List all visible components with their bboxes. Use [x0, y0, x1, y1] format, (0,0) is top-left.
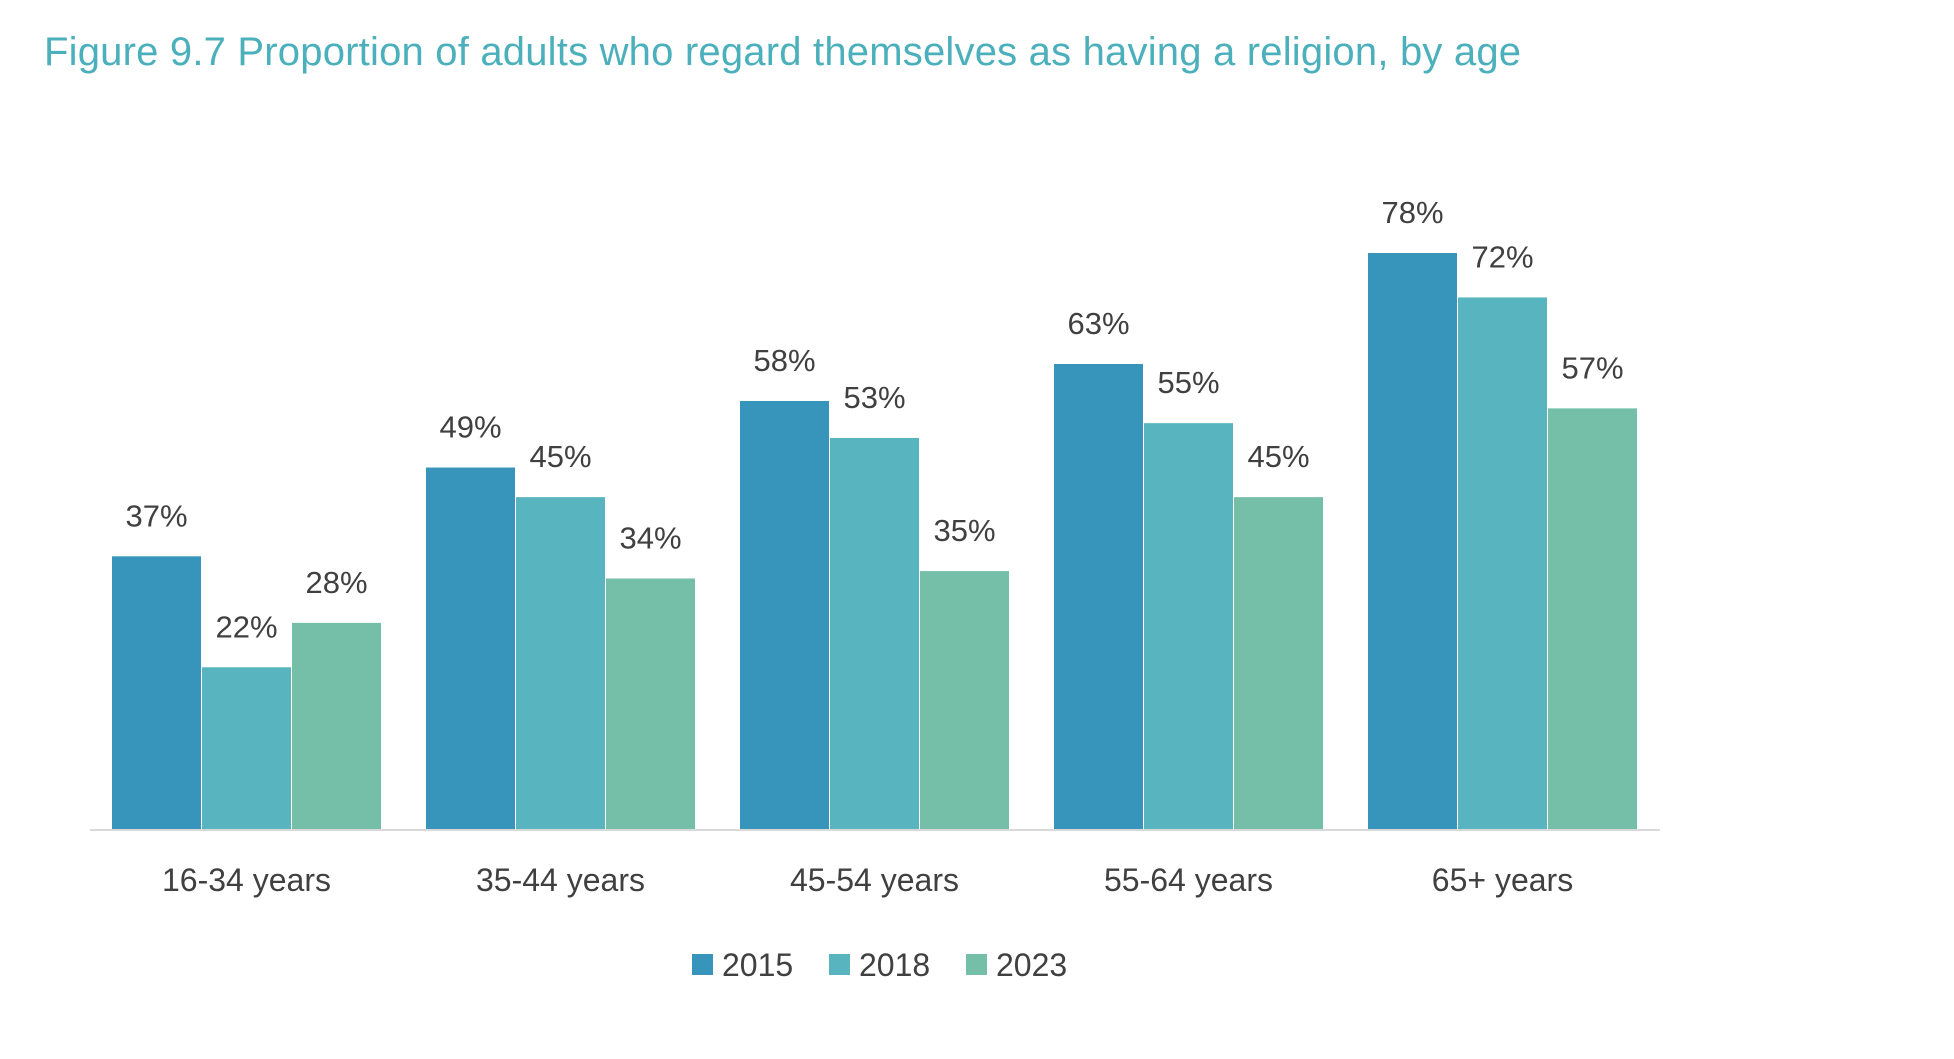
bar-2015-35-44-years	[426, 467, 515, 830]
bar-2023-65-years	[1548, 408, 1637, 830]
data-label-2023-2: 35%	[933, 513, 995, 548]
bar-2018-35-44-years	[516, 497, 605, 830]
x-tick-label-1: 35-44 years	[476, 862, 645, 898]
bar-2018-65-years	[1458, 297, 1547, 830]
x-tick-label-3: 55-64 years	[1104, 862, 1273, 898]
x-tick-label-2: 45-54 years	[790, 862, 959, 898]
data-label-2023-0: 28%	[305, 565, 367, 600]
bar-2015-16-34-years	[112, 556, 201, 830]
data-label-2023-3: 45%	[1247, 439, 1309, 474]
bars-layer	[112, 253, 1637, 830]
data-label-2015-2: 58%	[753, 343, 815, 378]
bar-2018-45-54-years	[830, 437, 919, 830]
data-label-2015-0: 37%	[125, 498, 187, 533]
legend-swatch-2015	[692, 954, 713, 975]
data-label-2023-4: 57%	[1561, 350, 1623, 385]
data-label-2015-1: 49%	[439, 410, 501, 445]
data-label-2018-4: 72%	[1471, 239, 1533, 274]
data-label-2015-4: 78%	[1381, 195, 1443, 230]
legend-swatch-2018	[829, 954, 850, 975]
data-label-2018-1: 45%	[529, 439, 591, 474]
bar-2015-65-years	[1368, 253, 1457, 830]
legend-label-2023: 2023	[996, 947, 1067, 983]
bar-2023-45-54-years	[920, 571, 1009, 830]
bar-2015-55-64-years	[1054, 363, 1143, 830]
bar-2018-55-64-years	[1144, 423, 1233, 830]
bar-2023-35-44-years	[606, 578, 695, 830]
data-labels-layer: 37% 22% 28% 49% 45% 34% 58% 53% 35% 63% 55% 45% 78% 7…	[125, 195, 1623, 644]
legend: 2015 2018 2023	[692, 947, 1067, 983]
legend-label-2015: 2015	[722, 947, 793, 983]
legend-swatch-2023	[966, 954, 987, 975]
data-label-2023-1: 34%	[619, 521, 681, 556]
data-label-2015-3: 63%	[1067, 306, 1129, 341]
bar-2023-16-34-years	[292, 622, 381, 830]
x-tick-label-4: 65+ years	[1432, 862, 1573, 898]
bar-2015-45-54-years	[740, 400, 829, 830]
data-label-2018-2: 53%	[843, 380, 905, 415]
legend-label-2018: 2018	[859, 947, 930, 983]
bar-2023-55-64-years	[1234, 497, 1323, 830]
bar-2018-16-34-years	[202, 667, 291, 830]
data-label-2018-0: 22%	[215, 609, 277, 644]
x-tick-label-0: 16-34 years	[162, 862, 331, 898]
chart-title: Figure 9.7 Proportion of adults who rega…	[44, 30, 1522, 74]
data-label-2018-3: 55%	[1157, 365, 1219, 400]
x-tick-labels: 16-34 years 35-44 years 45-54 years 55-64 y…	[162, 862, 1573, 898]
